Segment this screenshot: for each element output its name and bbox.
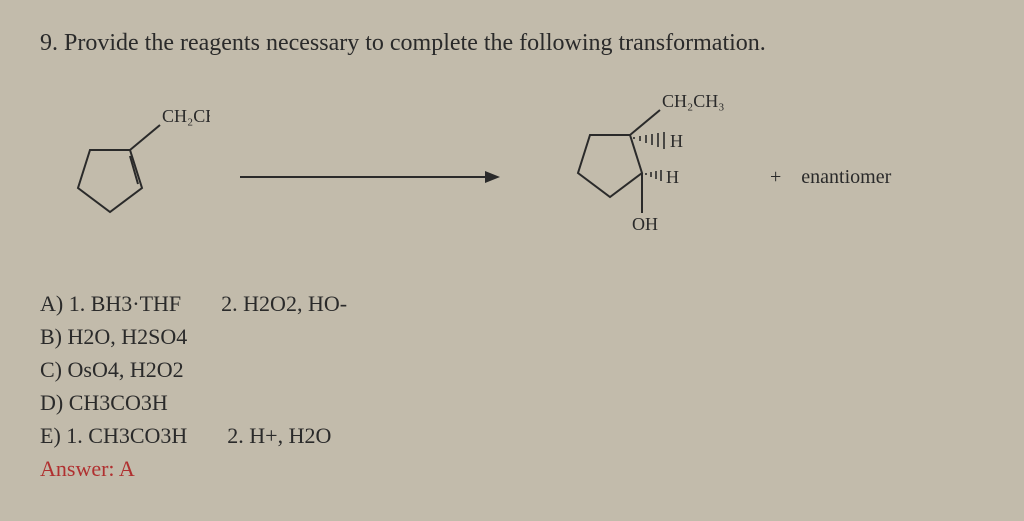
reactant-structure: CH₂CH₃ [40,100,210,255]
plus-sign: + [770,166,781,188]
question-text: 9. Provide the reagents necessary to com… [40,30,984,57]
option-e-step1: E) 1. CH3CO3H [40,419,187,452]
option-c: C) OsO4, H2O2 [40,353,984,386]
enantiomer-text: enantiomer [801,166,891,188]
option-c-step1: C) OsO4, H2O2 [40,353,184,386]
answer-options: A) 1. BH3·THF 2. H2O2, HO- B) H2O, H2SO4… [40,287,984,452]
product-oh: OH [632,214,658,234]
option-a-step1: A) 1. BH3·THF [40,287,181,320]
product-ch2ch3: CH₂CH₃ [662,91,725,111]
option-b-step1: B) H2O, H2SO4 [40,320,187,353]
question-body: Provide the reagents necessary to comple… [64,30,766,56]
option-e-step2: 2. H+, H2O [227,419,331,452]
enantiomer-note: + enantiomer [770,166,891,189]
option-b: B) H2O, H2SO4 [40,320,984,353]
product-structure: CH₂CH₃ H H OH [530,85,730,270]
option-a-step2: 2. H2O2, HO- [221,287,347,320]
answer-value: A [119,456,135,481]
option-e: E) 1. CH3CO3H 2. H+, H2O [40,419,984,452]
reaction-diagram: CH₂CH₃ CH₂CH₃ H [40,87,984,267]
question-number: 9. [40,30,58,56]
reaction-arrow [240,157,500,197]
product-h2: H [666,167,679,187]
option-d-step1: D) CH3CO3H [40,386,168,419]
product-h1: H [670,131,683,151]
option-a: A) 1. BH3·THF 2. H2O2, HO- [40,287,984,320]
answer-line: Answer: A [40,456,984,482]
answer-label: Answer: [40,456,115,481]
option-d: D) CH3CO3H [40,386,984,419]
reactant-label: CH₂CH₃ [162,106,210,126]
